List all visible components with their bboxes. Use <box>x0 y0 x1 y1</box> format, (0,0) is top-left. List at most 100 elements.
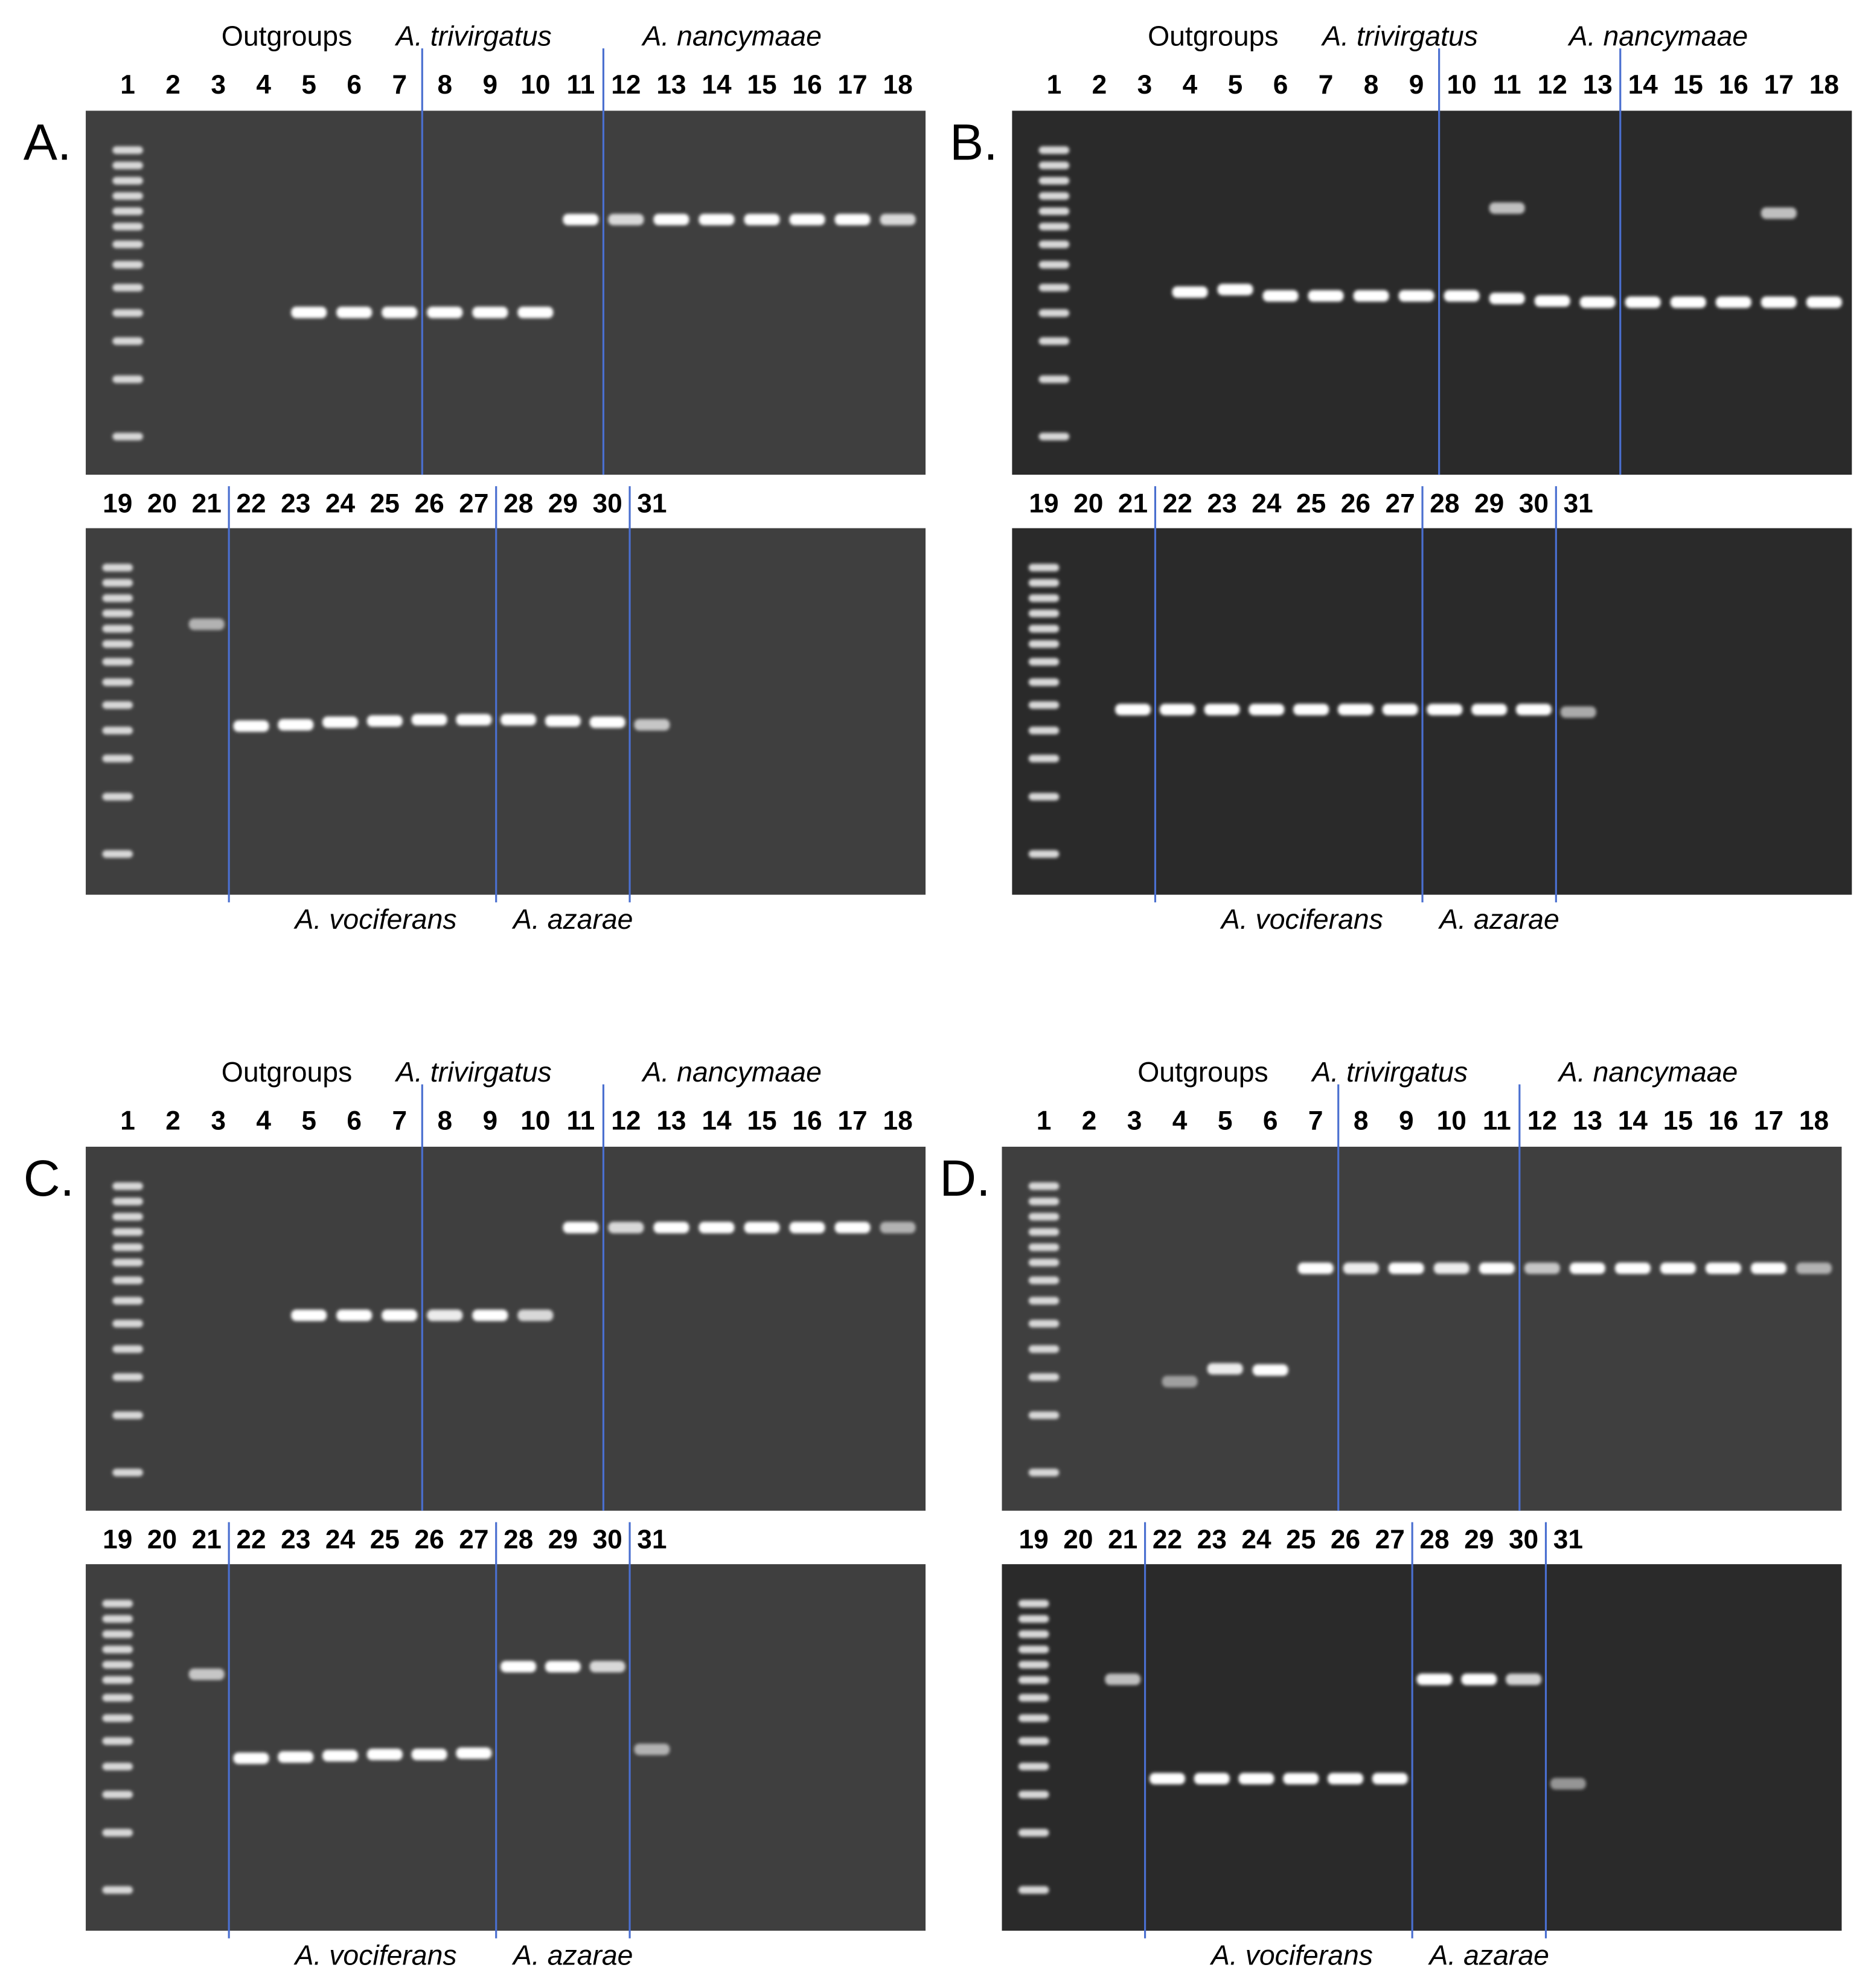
lane-number: 12 <box>611 70 641 100</box>
dna-band <box>1489 292 1525 304</box>
ladder-band <box>102 1737 133 1745</box>
dna-band <box>1388 1262 1424 1274</box>
ladder-band <box>1028 850 1060 858</box>
ladder-band <box>102 1676 133 1684</box>
lane-number: 19 <box>103 489 132 518</box>
lane-number: 26 <box>1341 489 1370 518</box>
ladder-band <box>1018 1829 1049 1837</box>
group-label: Outgroups <box>222 20 352 51</box>
lane-number: 28 <box>1419 1525 1449 1554</box>
ladder-band <box>102 678 133 686</box>
lane-number: 19 <box>1019 1525 1049 1554</box>
lane-number: 6 <box>347 1106 362 1136</box>
ladder-band <box>112 1228 143 1236</box>
ladder-band <box>102 594 133 602</box>
ladder-band <box>1028 701 1060 709</box>
panel-label: C. <box>24 1150 74 1207</box>
lane-number: 17 <box>1754 1106 1783 1136</box>
dna-band <box>500 1661 537 1673</box>
dna-band <box>1308 290 1344 302</box>
group-label: A. vociferans <box>293 903 457 935</box>
dna-band <box>1479 1262 1515 1274</box>
group-label: Outgroups <box>1148 20 1278 51</box>
ladder-band <box>102 1829 133 1837</box>
dna-band <box>1569 1262 1605 1274</box>
lane-number: 19 <box>103 1525 132 1554</box>
lane-number: 7 <box>392 1106 407 1136</box>
gel <box>86 111 926 475</box>
ladder-band <box>1028 1345 1060 1353</box>
ladder-band <box>1028 1198 1060 1205</box>
lane-number: 15 <box>747 70 776 100</box>
ladder-band <box>1018 1615 1049 1623</box>
lane-number: 30 <box>1519 489 1549 518</box>
lane-number: 1 <box>1037 1106 1052 1136</box>
group-label: A. trivirgatus <box>1310 1056 1468 1088</box>
group-label: Outgroups <box>222 1056 352 1088</box>
lane-number: 16 <box>792 1106 822 1136</box>
lane-number: 25 <box>1286 1525 1316 1554</box>
ladder-band <box>1018 1661 1049 1669</box>
ladder-band <box>102 793 133 801</box>
lane-number: 8 <box>437 70 452 100</box>
lane-number: 17 <box>837 1106 867 1136</box>
ladder-band <box>112 375 143 383</box>
dna-band <box>1760 297 1797 309</box>
ladder-band <box>1028 754 1060 763</box>
lane-number: 1 <box>1047 70 1062 100</box>
dna-band <box>1149 1772 1185 1784</box>
ladder-band <box>112 261 143 269</box>
dna-band <box>563 214 599 226</box>
ladder-band <box>1028 658 1060 666</box>
lane-number: 14 <box>702 70 732 100</box>
ladder-band <box>102 1630 133 1638</box>
dna-band <box>1204 704 1240 716</box>
lane-number: 13 <box>1573 1106 1602 1136</box>
dna-band <box>545 1661 581 1673</box>
ladder-band <box>112 222 143 231</box>
lane-number: 21 <box>1118 489 1148 518</box>
lane-number: 4 <box>256 1106 271 1136</box>
lane-number: 27 <box>1375 1525 1405 1554</box>
ladder-band <box>1038 432 1070 441</box>
lane-number: 9 <box>1399 1106 1414 1136</box>
group-label: A. nancymaae <box>1567 20 1748 51</box>
dna-band <box>366 1748 403 1760</box>
lane-number: 17 <box>837 70 867 100</box>
ladder-band <box>1028 793 1060 801</box>
gel <box>1002 1564 1842 1931</box>
dna-band <box>382 306 418 318</box>
ladder-band <box>112 1213 143 1221</box>
lane-number: 27 <box>459 1525 488 1554</box>
lane-number: 10 <box>520 1106 550 1136</box>
lane-number: 22 <box>1153 1525 1182 1554</box>
dna-band <box>834 214 871 226</box>
lane-number: 25 <box>1296 489 1326 518</box>
dna-band <box>880 214 916 226</box>
dna-band <box>336 306 373 318</box>
dna-band <box>744 214 780 226</box>
lane-number: 1 <box>120 70 135 100</box>
lane-number: 12 <box>611 1106 641 1136</box>
group-label: A. vociferans <box>1209 1940 1373 1971</box>
ladder-band <box>102 850 133 858</box>
dna-band <box>1398 290 1434 302</box>
dna-band <box>1427 704 1463 716</box>
ladder-band <box>102 1714 133 1722</box>
lane-number: 29 <box>548 489 578 518</box>
lane-number: 5 <box>1218 1106 1233 1136</box>
dna-band <box>653 1222 689 1234</box>
lane-number: 31 <box>637 1525 667 1554</box>
ladder-band <box>112 309 143 317</box>
lane-number: 10 <box>1447 70 1477 100</box>
dna-band <box>1238 1772 1274 1784</box>
ladder-band <box>1028 1297 1060 1305</box>
lane-number: 20 <box>147 489 177 518</box>
lane-number: 14 <box>1628 70 1658 100</box>
dna-band <box>744 1222 780 1234</box>
ladder-band <box>112 146 143 155</box>
group-label: A. vociferans <box>1220 903 1383 935</box>
dna-band <box>517 1309 554 1321</box>
lane-number: 20 <box>1063 1525 1093 1554</box>
